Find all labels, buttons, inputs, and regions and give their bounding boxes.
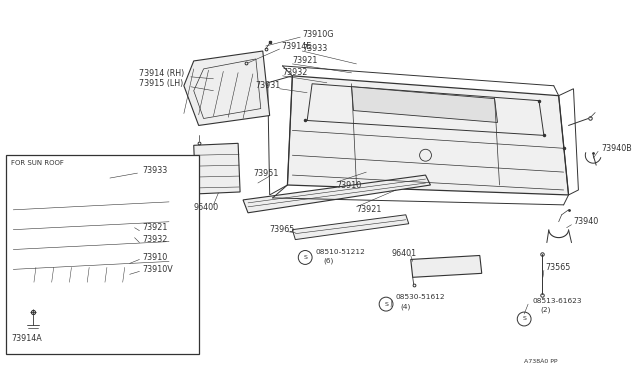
Text: 73940: 73940 [573, 217, 599, 226]
Polygon shape [351, 87, 497, 122]
Polygon shape [12, 170, 174, 294]
Text: 73914E: 73914E [282, 42, 312, 51]
Text: (2): (2) [540, 307, 550, 313]
Text: (4): (4) [401, 304, 412, 310]
Text: 73910G: 73910G [302, 30, 333, 39]
Polygon shape [411, 256, 482, 277]
Text: S: S [384, 302, 388, 307]
Text: 73921: 73921 [356, 205, 382, 214]
Text: 08513-61623: 08513-61623 [532, 298, 582, 304]
Text: 73910V: 73910V [143, 265, 173, 274]
Bar [6, 155, 198, 354]
Text: 73932: 73932 [282, 68, 308, 77]
Polygon shape [23, 259, 154, 291]
Text: 73914A: 73914A [12, 334, 42, 343]
Text: 96400: 96400 [194, 203, 219, 212]
Text: 73933: 73933 [302, 44, 328, 52]
Text: 73910: 73910 [143, 253, 168, 262]
Text: 73931: 73931 [255, 81, 280, 90]
Text: S: S [522, 317, 526, 321]
Text: 73940B: 73940B [601, 144, 632, 153]
Text: 08530-51612: 08530-51612 [396, 294, 445, 300]
Polygon shape [184, 51, 269, 125]
Text: 73965: 73965 [269, 225, 295, 234]
Text: 73933: 73933 [143, 166, 168, 174]
Polygon shape [292, 215, 409, 240]
Text: 73565: 73565 [546, 263, 572, 272]
Text: 96401: 96401 [391, 249, 416, 258]
Polygon shape [287, 76, 568, 195]
Text: S: S [303, 255, 307, 260]
Text: 73910: 73910 [337, 180, 362, 189]
Text: 73951: 73951 [253, 169, 278, 177]
Polygon shape [243, 175, 431, 213]
Polygon shape [194, 143, 240, 194]
Polygon shape [56, 177, 132, 217]
Text: A738À0 PP: A738À0 PP [524, 359, 557, 364]
Text: 73921: 73921 [292, 57, 317, 65]
Text: FOR SUN ROOF: FOR SUN ROOF [12, 160, 64, 166]
Text: 73914 (RH): 73914 (RH) [140, 69, 185, 78]
Text: 73932: 73932 [143, 235, 168, 244]
Text: 73915 (LH): 73915 (LH) [140, 79, 184, 88]
Text: 08510-51212: 08510-51212 [315, 248, 365, 254]
Text: (6): (6) [323, 257, 333, 264]
Text: 73921: 73921 [143, 223, 168, 232]
